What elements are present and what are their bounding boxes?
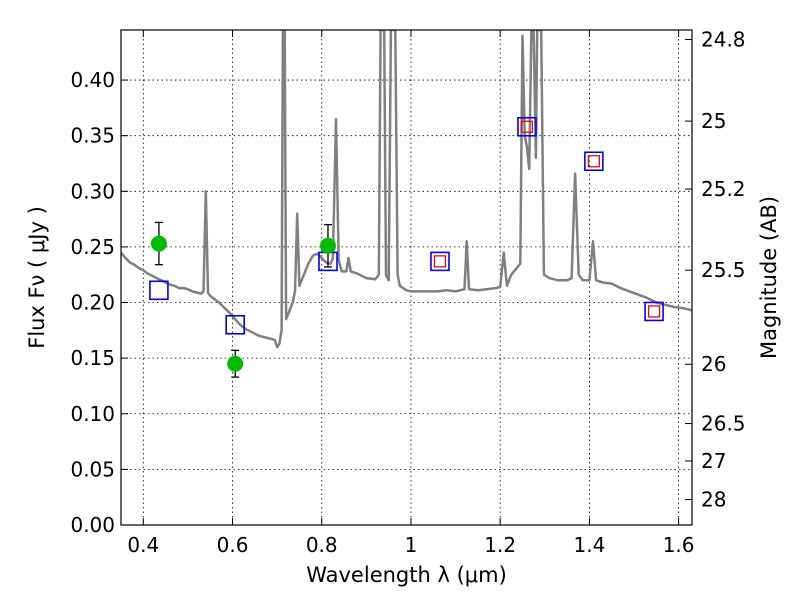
- magnitude-tick-label: 26: [701, 352, 726, 376]
- x-tick-label: 0.8: [306, 533, 338, 557]
- magnitude-tick-label: 28: [701, 488, 726, 512]
- y-tick-label: 0.10: [70, 402, 115, 426]
- spectrum-layer: [121, 30, 692, 349]
- x-tick-label: 0.6: [217, 533, 249, 557]
- magnitude-tick-label: 25.2: [701, 177, 746, 201]
- y-tick-label: 0.15: [70, 346, 115, 370]
- model-square-marker: [517, 116, 537, 137]
- x-axis-label: Wavelength λ (μm): [306, 563, 507, 587]
- tick-labels: 0.4 0.6 0.8 1 1.2 1.4 1.6 0.00 0.05 0.10 0.15 0.20 0…: [70, 27, 745, 557]
- x-tick-label: 1.6: [663, 533, 695, 557]
- magnitude-tick-label: 27: [701, 449, 726, 473]
- model-inner-square-marker: [520, 120, 534, 133]
- magnitude-tick-label: 25: [701, 109, 726, 133]
- magnitude-tick-label: 24.8: [701, 27, 746, 51]
- y-tick-label: 0.25: [70, 235, 115, 259]
- marker-layer: [149, 116, 664, 378]
- plot-frame: [120, 29, 693, 526]
- magnitude-tick-label: 26.5: [701, 412, 746, 436]
- model-square-marker: [430, 251, 450, 272]
- magnitude-axis-label: Magnitude (AB): [757, 196, 781, 359]
- model-square-marker: [225, 314, 245, 335]
- y-tick-label: 0.00: [70, 513, 115, 537]
- magnitude-tick-label: 25.5: [701, 258, 746, 282]
- observed-point: [150, 235, 167, 252]
- y-tick-label: 0.35: [70, 124, 115, 148]
- model-square-marker: [644, 301, 664, 322]
- x-tick-label: 1: [405, 533, 418, 557]
- model-inner-square-marker: [433, 255, 447, 268]
- observed-point: [227, 355, 244, 372]
- y-tick-label: 0.40: [70, 68, 115, 92]
- x-tick-label: 0.4: [127, 533, 159, 557]
- y-tick-label: 0.05: [70, 457, 115, 481]
- model-inner-square-marker: [647, 305, 661, 318]
- y-tick-label: 0.30: [70, 179, 115, 203]
- tick-marks: [121, 30, 692, 526]
- model-inner-square-marker: [587, 155, 601, 168]
- observed-point: [319, 237, 336, 254]
- x-tick-label: 1.2: [484, 533, 516, 557]
- y-axis-label: Flux Fν ( μJy ): [25, 206, 49, 349]
- spectrum-line: [121, 30, 692, 349]
- model-square-marker: [584, 151, 604, 172]
- model-square-marker: [149, 280, 169, 301]
- y-tick-label: 0.20: [70, 291, 115, 315]
- x-tick-label: 1.4: [573, 533, 605, 557]
